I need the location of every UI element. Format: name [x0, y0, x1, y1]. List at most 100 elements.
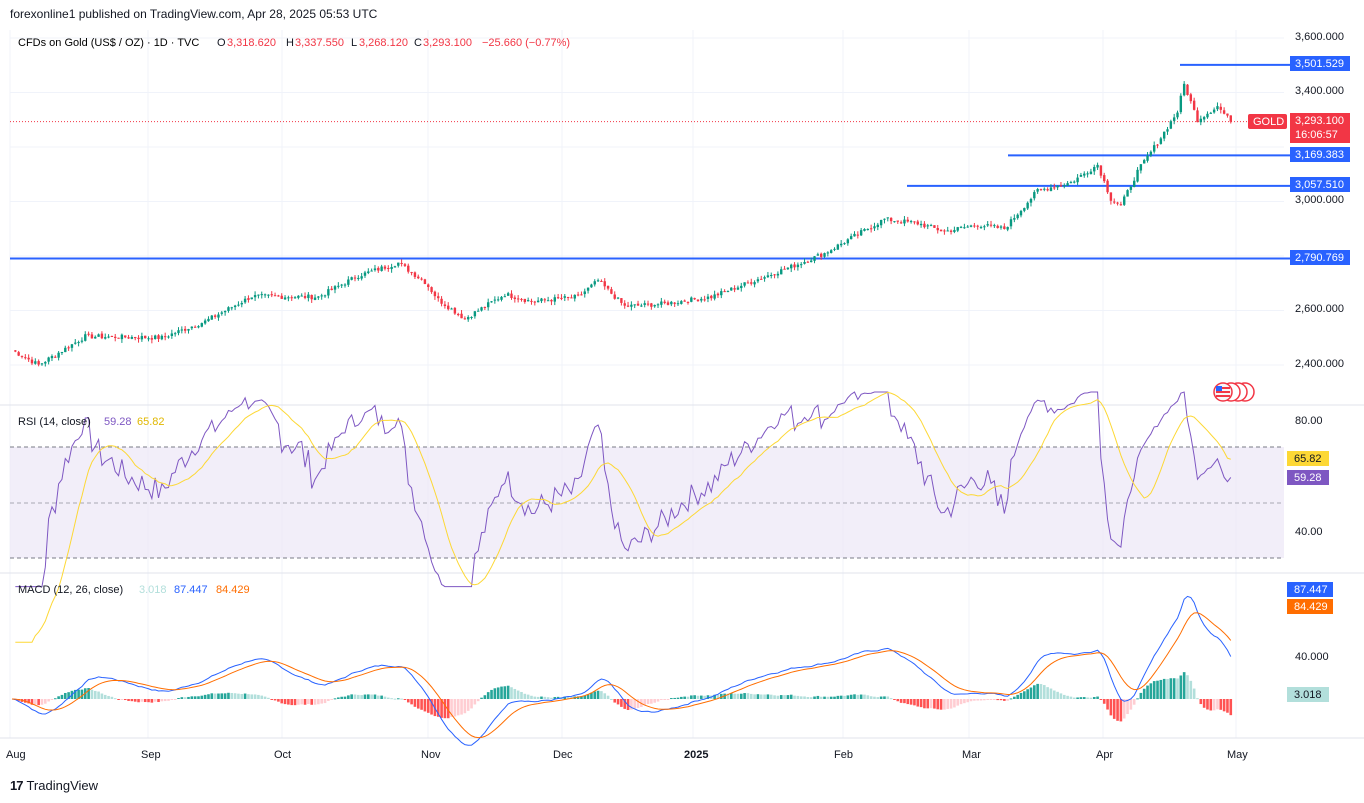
macd-hist-bar [1112, 699, 1116, 719]
candle-body [253, 295, 257, 298]
macd-hist-bar [633, 699, 637, 709]
macd-hist-bar [903, 699, 906, 704]
candle-body [616, 297, 620, 299]
candle-body [736, 287, 740, 290]
candle-body [633, 304, 636, 306]
macd-hist-bar [889, 698, 893, 700]
macd-hist-bar [969, 699, 973, 702]
candle-body [1119, 204, 1123, 206]
candle-body [743, 282, 746, 286]
candle-body [780, 269, 783, 275]
candle-body [290, 297, 293, 299]
rsi-ma-label: 65.82 [1294, 453, 1322, 465]
candle-body [153, 335, 157, 339]
macd-hist-bar [566, 696, 570, 699]
macd-hist-bar [686, 696, 690, 699]
macd-hist-bar [913, 699, 916, 706]
macd-hist-bar [170, 699, 174, 700]
candle-body [919, 223, 923, 226]
macd-hist-bar [1003, 699, 1006, 701]
candle-body [287, 297, 290, 299]
macd-hist-bar [796, 695, 800, 699]
rsi-value-box [1287, 470, 1329, 485]
candle-body [1029, 198, 1033, 203]
macd-hist-bar [806, 696, 810, 699]
publish-info: forexonline1 published on TradingView.co… [10, 7, 378, 21]
rsi-tick: 80.00 [1295, 415, 1323, 427]
candle-body [663, 301, 666, 303]
candle-body [413, 272, 417, 277]
candle-body [373, 268, 377, 271]
candle-body [686, 301, 690, 303]
candle-body [1016, 214, 1019, 219]
macd-hist-bar [1052, 690, 1056, 699]
time-label: Oct [274, 749, 291, 761]
price-tick: 3,400.000 [1295, 85, 1344, 97]
macd-hist-bar [350, 694, 353, 699]
macd-hist-bar [293, 699, 297, 706]
candle-body [796, 264, 800, 268]
macd-hist-bar [117, 699, 120, 700]
candle-body [600, 280, 603, 282]
candle-body [826, 252, 830, 254]
candle-body [363, 272, 367, 276]
candle-body [457, 314, 460, 316]
candle-body [40, 363, 44, 365]
candle-body [97, 334, 100, 337]
us-flag-events-icon[interactable] [1213, 382, 1255, 402]
candle-body [1089, 171, 1093, 175]
candle-body [397, 262, 400, 266]
candle-body [863, 228, 866, 231]
candle-body [1133, 180, 1136, 188]
macd-hist-bar [393, 698, 397, 700]
macd-hist-bar [526, 694, 530, 699]
candle-body [1149, 151, 1153, 156]
tradingview-logo-icon[interactable]: 17 [10, 778, 24, 793]
time-label: May [1227, 749, 1248, 761]
candle-body [490, 301, 493, 303]
macd-hist-bar [583, 695, 587, 699]
candle-body [1116, 202, 1119, 204]
candle-body [1103, 175, 1106, 182]
candle-body [923, 223, 926, 228]
candle-body [84, 334, 87, 341]
candle-body [976, 225, 979, 227]
macd-hist-bar [979, 699, 983, 701]
macd-hist-bar [450, 699, 453, 717]
macd-hist-bar [217, 693, 220, 699]
candle-body [207, 318, 210, 322]
candle-body [690, 297, 693, 302]
macd-hist-bar [620, 699, 623, 707]
candle-body [693, 298, 696, 300]
candle-body [656, 304, 660, 306]
candle-body [530, 300, 533, 302]
candle-body [200, 323, 204, 327]
macd-hist-bar [829, 696, 833, 699]
candle-body [437, 296, 440, 299]
macd-hist-bar [380, 695, 383, 699]
candle-body [77, 342, 80, 344]
candle-body [1049, 187, 1053, 191]
candle-body [427, 284, 430, 288]
candle-body [640, 305, 643, 307]
macd-hist-bar [313, 699, 317, 705]
macd-hist-bar [430, 699, 433, 715]
candle-body [676, 303, 680, 305]
macd-hist-bar [1016, 694, 1019, 699]
candle-body [790, 264, 793, 269]
legend-low-label: L [351, 37, 357, 49]
macd-hist-bar [120, 699, 124, 700]
candle-body [307, 294, 310, 299]
macd-hist-bar [563, 696, 567, 699]
macd-hist-bar [993, 699, 996, 700]
macd-hist-bar [1089, 697, 1093, 699]
macd-hist-bar [280, 699, 284, 704]
macd-hist-bar [193, 696, 197, 699]
footer-brand[interactable]: TradingView [26, 778, 99, 793]
macd-hist-bar [779, 695, 783, 699]
level-label-box [1290, 56, 1350, 71]
candle-body [293, 297, 297, 299]
candle-body [1093, 166, 1096, 172]
candle-body [846, 239, 850, 244]
